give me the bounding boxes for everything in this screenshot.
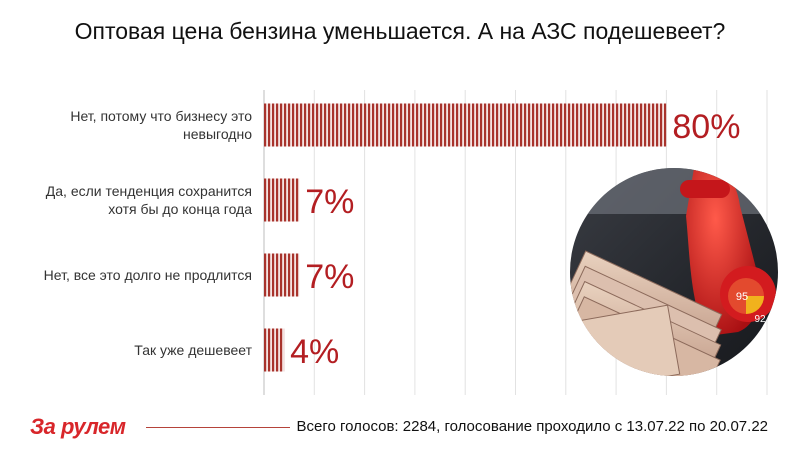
category-label: невыгодно — [183, 126, 252, 142]
category-label: Так уже дешевеет — [134, 342, 252, 358]
value-label: 80% — [672, 108, 740, 146]
category-label: хотя бы до конца года — [108, 201, 252, 217]
category-label: Нет, все это долго не продлится — [44, 267, 252, 283]
nozzle-label-92: 92 — [754, 314, 766, 325]
category-label: Да, если тенденция сохранится — [46, 183, 252, 199]
vote-info: Всего голосов: 2284, голосование проходи… — [296, 418, 768, 435]
nozzle-label-95: 95 — [736, 291, 748, 303]
bar — [264, 178, 300, 222]
bar — [264, 328, 285, 372]
category-label: Нет, потому что бизнесу это — [70, 108, 252, 124]
bar — [264, 253, 300, 297]
fuel-nozzle-rubles-photo: 95 92 — [570, 168, 778, 376]
bar — [264, 103, 667, 147]
value-label: 7% — [305, 258, 354, 296]
chart-title: Оптовая цена бензина уменьшается. А на А… — [74, 18, 726, 44]
category-labels: Нет, потому что бизнесу это невыгодно Да, … — [44, 108, 253, 358]
logo-divider — [146, 427, 290, 428]
brand-logo: За рулем — [30, 414, 126, 439]
value-label: 4% — [290, 333, 339, 371]
value-labels: 80% 7% 7% 4% — [290, 108, 740, 371]
bars — [264, 103, 667, 372]
value-label: 7% — [305, 183, 354, 221]
